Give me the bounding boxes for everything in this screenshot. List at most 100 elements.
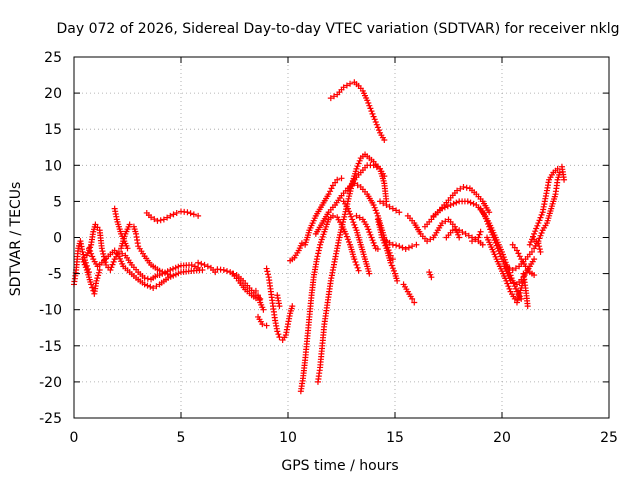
marker-trail [500, 258, 508, 267]
marker-trail [514, 294, 522, 304]
data-point [368, 108, 375, 115]
series-arc-27 [383, 238, 420, 253]
data-point [107, 266, 114, 273]
marker-trail [343, 82, 350, 89]
data-point [518, 295, 525, 302]
x-tick-label: 5 [177, 430, 186, 446]
marker-trail [157, 217, 164, 224]
series-arc-30 [421, 183, 493, 230]
data-point [156, 272, 163, 279]
marker-trail [491, 251, 502, 267]
marker-trail [287, 305, 295, 314]
data-point [372, 118, 379, 125]
data-point [531, 256, 538, 263]
marker-trail [369, 110, 378, 123]
y-tick-label: 20 [44, 86, 62, 102]
data-point [531, 230, 538, 237]
series-arc-04 [85, 245, 206, 292]
data-point [317, 241, 324, 248]
marker-trail [327, 185, 335, 195]
marker-trail [187, 210, 194, 217]
marker-trail [427, 236, 434, 243]
marker-trail [300, 359, 308, 379]
series-arc-14 [263, 265, 296, 344]
marker-trail [402, 283, 410, 293]
marker-trail [442, 218, 449, 225]
marker-trail [450, 199, 460, 207]
data-point [454, 187, 461, 194]
marker-trail [359, 186, 368, 195]
marker-trail [365, 100, 374, 112]
marker-trail [325, 280, 334, 303]
data-point [524, 303, 531, 310]
data-point [387, 259, 394, 266]
data-point [509, 266, 516, 273]
data-point [88, 281, 95, 288]
marker-trail [406, 291, 414, 300]
marker-trail [94, 269, 102, 282]
data-point [383, 238, 390, 245]
grid [74, 57, 609, 418]
marker-trail [457, 185, 464, 192]
series-arc-36 [484, 234, 527, 306]
marker-trail [381, 182, 390, 202]
marker-trail [144, 282, 154, 290]
marker-trail [320, 193, 331, 206]
marker-trail [314, 244, 323, 260]
data-point [351, 256, 358, 263]
data-point [85, 245, 92, 252]
data-point [439, 205, 446, 212]
marker-trail [306, 295, 315, 318]
marker-trail [378, 132, 386, 141]
marker-trail [159, 268, 171, 277]
marker-trail [343, 233, 352, 245]
series-arc-37 [501, 256, 538, 288]
marker-trail [516, 280, 526, 296]
marker-trail [536, 243, 543, 253]
marker-trail [399, 244, 406, 251]
marker-trail [541, 222, 549, 231]
series-arc-23 [353, 212, 381, 253]
marker-trail [361, 218, 369, 228]
data-point [456, 227, 463, 234]
y-axis-label: SDTVAR / TECUs [8, 182, 24, 297]
marker-trail [547, 171, 555, 181]
data-point [154, 217, 161, 224]
data-point [313, 256, 320, 263]
series-arc-09 [195, 259, 219, 276]
marker-trail [91, 223, 98, 233]
data-point [535, 240, 542, 247]
series-arc-39 [520, 270, 531, 310]
marker-trail [542, 190, 550, 202]
marker-trail [242, 280, 251, 289]
marker-trail [78, 240, 85, 253]
marker-trail [481, 200, 491, 214]
marker-trail [84, 269, 94, 285]
marker-trail [544, 179, 552, 191]
marker-trail [516, 276, 525, 285]
data-point [199, 266, 206, 273]
marker-trail [133, 234, 141, 247]
y-tick-label: -10 [39, 303, 62, 319]
marker-trail [354, 229, 363, 246]
x-axis-label: GPS time / hours [281, 458, 398, 474]
marker-trail [354, 182, 361, 189]
marker-trail [384, 247, 393, 264]
data-point [96, 266, 103, 273]
marker-trail [485, 236, 496, 253]
marker-trail [467, 199, 477, 207]
marker-trail [314, 222, 324, 235]
data-point [338, 175, 345, 182]
data-point [184, 209, 191, 216]
data-markers [71, 79, 568, 395]
marker-trail [532, 240, 540, 249]
series-arc-06 [118, 221, 174, 279]
marker-trail [235, 274, 244, 282]
y-tick-label: 5 [53, 194, 62, 210]
series-arc-29 [404, 212, 463, 245]
marker-trail [150, 273, 159, 281]
marker-trail [365, 193, 376, 206]
series-arc-38 [509, 241, 538, 279]
marker-trail [314, 204, 324, 217]
